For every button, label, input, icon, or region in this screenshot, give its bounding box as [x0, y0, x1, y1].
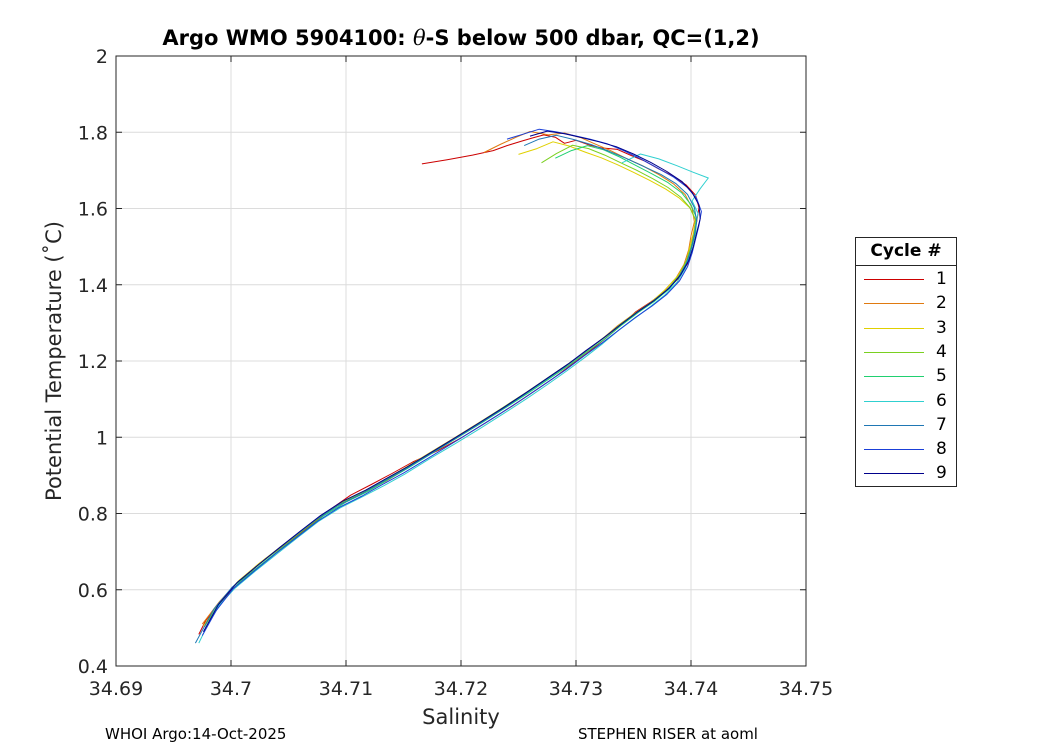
legend-label: 9 — [936, 463, 947, 484]
legend-item-cycle-9: 9 — [856, 462, 956, 486]
chart-title-theta: θ — [412, 26, 426, 50]
legend-label: 5 — [936, 366, 947, 387]
y-tick-label: 0.8 — [78, 504, 108, 526]
legend-swatch — [864, 279, 924, 280]
series-line-cycle-5 — [205, 145, 698, 628]
x-tick-label: 34.69 — [89, 678, 143, 700]
legend-swatch — [864, 424, 924, 426]
series-line-cycle-8 — [201, 128, 702, 636]
legend-swatch — [864, 376, 924, 378]
legend-item-cycle-7: 7 — [856, 414, 956, 438]
legend-label: 1 — [936, 269, 947, 289]
legend-swatch — [864, 449, 924, 451]
y-tick-label: 0.6 — [78, 580, 108, 602]
legend-item-cycle-2: 2 — [856, 292, 956, 316]
legend-swatch — [864, 351, 924, 353]
y-tick-label: 1 — [96, 427, 108, 449]
legend-item-cycle-8: 8 — [856, 438, 956, 462]
y-tick-label: 2 — [96, 46, 108, 68]
ticks: 34.69 34.7 34.71 34.72 34.73 34.74 34.75 0.4 0.6… — [78, 46, 833, 700]
legend-label: 4 — [936, 341, 947, 362]
chart-title-prefix: Argo WMO 5904100: — [162, 26, 413, 50]
x-tick-label: 34.72 — [434, 678, 488, 700]
y-axis-label: Potential Temperature (˚C) — [42, 221, 66, 501]
y-tick-label: 1.6 — [78, 199, 108, 221]
x-tick-label: 34.71 — [319, 678, 373, 700]
legend-swatch — [864, 400, 924, 402]
legend-swatch — [864, 303, 924, 305]
x-tick-label: 34.74 — [664, 678, 718, 700]
x-tick-label: 34.7 — [210, 678, 252, 700]
footer-left: WHOI Argo:14-Oct-2025 — [105, 725, 287, 743]
series-line-cycle-6 — [198, 153, 709, 644]
legend-item-cycle-6: 6 — [856, 390, 956, 414]
chart-title-suffix: -S below 500 dbar, QC=(1,2) — [425, 26, 760, 50]
legend-label: 6 — [936, 390, 947, 411]
legend-item-cycle-3: 3 — [856, 317, 956, 341]
legend-swatch — [864, 473, 924, 475]
legend-swatch — [864, 327, 924, 329]
legend-title: Cycle # — [856, 238, 956, 266]
x-tick-label: 34.73 — [549, 678, 603, 700]
footer-right: STEPHEN RISER at aoml — [578, 725, 758, 743]
legend-label: 2 — [936, 293, 947, 314]
legend: Cycle # 1 2 3 4 5 6 7 8 9 — [855, 237, 957, 487]
legend-label: 7 — [936, 414, 947, 435]
y-tick-label: 1.8 — [78, 122, 108, 144]
y-tick-label: 1.4 — [78, 275, 108, 297]
series-group — [194, 128, 709, 644]
series-line-cycle-9 — [202, 130, 701, 632]
x-tick-label: 34.75 — [779, 678, 833, 700]
legend-item-cycle-5: 5 — [856, 365, 956, 389]
legend-item-cycle-1: 1 — [856, 268, 956, 292]
legend-label: 3 — [936, 317, 947, 338]
legend-item-cycle-4: 4 — [856, 341, 956, 365]
x-axis-label: Salinity — [422, 705, 500, 729]
legend-label: 8 — [936, 439, 947, 460]
y-tick-label: 1.2 — [78, 351, 108, 373]
chart-title: Argo WMO 5904100: θ-S below 500 dbar, QC… — [0, 26, 922, 50]
y-tick-label: 0.4 — [78, 656, 108, 678]
